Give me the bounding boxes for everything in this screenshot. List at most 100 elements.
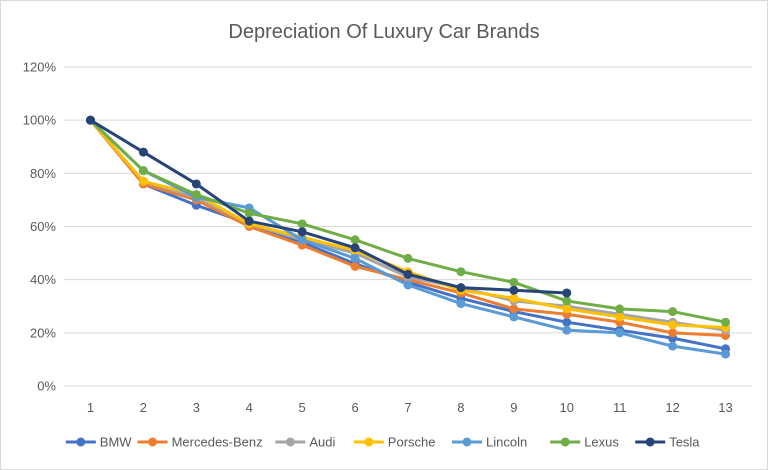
data-point-porsche <box>562 304 572 314</box>
data-point-tesla <box>350 243 360 253</box>
data-point-bmw <box>562 317 572 327</box>
series-line-tesla <box>88 118 569 295</box>
data-point-tesla <box>456 283 466 293</box>
data-point-lexus <box>562 296 572 306</box>
data-point-tesla <box>509 285 519 295</box>
series-porsche <box>85 115 731 333</box>
legend-label: Lexus <box>584 435 619 450</box>
data-point-lincoln <box>297 235 307 245</box>
series-line-lexus <box>88 118 728 324</box>
legend-item-lincoln: Lincoln <box>452 435 527 450</box>
legend-label: Porsche <box>388 435 436 450</box>
data-point-lincoln <box>456 299 466 309</box>
x-tick-label: 6 <box>351 400 358 415</box>
y-tick-label: 120% <box>23 60 57 75</box>
series-line-porsche <box>88 118 728 330</box>
legend-marker <box>148 437 158 447</box>
x-tick-label: 4 <box>246 400 253 415</box>
series-layer <box>85 115 731 359</box>
data-point-lincoln <box>562 325 572 335</box>
legend-label: Tesla <box>669 435 700 450</box>
data-point-lexus <box>138 166 148 176</box>
y-tick-label: 40% <box>30 272 56 287</box>
data-point-lexus <box>191 190 201 200</box>
data-point-mercedes-benz <box>668 328 678 338</box>
series-line-mercedes-benz <box>88 118 728 337</box>
x-tick-label: 13 <box>718 400 732 415</box>
series-lexus <box>85 115 731 327</box>
data-point-tesla <box>562 288 572 298</box>
gridlines <box>64 66 752 387</box>
y-axis-ticks: 0% 20% 40% 60% 80% 100% 120% <box>23 60 57 394</box>
x-tick-label: 2 <box>140 400 147 415</box>
data-point-lincoln <box>509 312 519 322</box>
legend-label: Audi <box>309 435 335 450</box>
series-audi <box>85 115 731 335</box>
y-tick-label: 20% <box>30 325 56 340</box>
legend-item-tesla: Tesla <box>635 435 700 450</box>
legend-marker <box>285 437 295 447</box>
y-tick-label: 80% <box>30 166 56 181</box>
chart-title: Depreciation Of Luxury Car Brands <box>228 21 539 43</box>
data-point-porsche <box>509 293 519 303</box>
data-point-lincoln <box>350 253 360 263</box>
legend-item-audi: Audi <box>275 435 336 450</box>
data-point-lexus <box>297 219 307 229</box>
data-point-lexus <box>350 235 360 245</box>
data-point-porsche <box>668 320 678 330</box>
legend-item-bmw: BMW <box>65 435 133 450</box>
data-point-tesla <box>403 269 413 279</box>
legend-marker <box>76 437 86 447</box>
x-tick-label: 8 <box>457 400 464 415</box>
x-tick-label: 5 <box>299 400 306 415</box>
data-point-lincoln <box>721 349 731 359</box>
legend-marker <box>560 437 570 447</box>
data-point-mercedes-benz <box>350 261 360 271</box>
data-point-lexus <box>244 208 254 218</box>
y-tick-label: 100% <box>23 113 57 128</box>
series-mercedes-benz <box>85 115 731 340</box>
data-point-lincoln <box>668 341 678 351</box>
data-point-lincoln <box>403 280 413 290</box>
x-axis-ticks: 1 2 3 4 5 6 7 8 9 10 11 12 13 <box>87 400 733 415</box>
series-tesla <box>85 115 572 298</box>
x-tick-label: 10 <box>560 400 574 415</box>
data-point-lexus <box>721 317 731 327</box>
data-point-tesla <box>297 227 307 237</box>
x-tick-label: 12 <box>665 400 679 415</box>
legend-item-lexus: Lexus <box>550 435 619 450</box>
legend-item-mercedes-benz: Mercedes-Benz <box>137 435 263 450</box>
legend-item-porsche: Porsche <box>353 435 436 450</box>
data-point-tesla <box>138 147 148 157</box>
data-point-tesla <box>244 216 254 226</box>
legend-label: BMW <box>100 435 133 450</box>
legend-marker <box>364 437 374 447</box>
legend-marker <box>645 437 655 447</box>
data-point-tesla <box>85 115 95 125</box>
data-point-mercedes-benz <box>509 304 519 314</box>
x-tick-label: 7 <box>404 400 411 415</box>
data-point-lexus <box>403 253 413 263</box>
data-point-lexus <box>615 304 625 314</box>
legend-label: Lincoln <box>486 435 527 450</box>
series-line-audi <box>88 118 728 332</box>
data-point-porsche <box>615 312 625 322</box>
data-point-tesla <box>191 179 201 189</box>
legend-label: Mercedes-Benz <box>172 435 263 450</box>
y-tick-label: 60% <box>30 219 56 234</box>
legend: BMW Mercedes-Benz Audi Porsche Lincoln Lexus T… <box>65 435 700 450</box>
x-tick-label: 9 <box>510 400 517 415</box>
data-point-lexus <box>509 277 519 287</box>
data-point-lexus <box>456 267 466 277</box>
x-tick-label: 3 <box>193 400 200 415</box>
x-tick-label: 11 <box>613 400 627 415</box>
y-tick-label: 0% <box>37 379 56 394</box>
x-tick-label: 1 <box>87 400 94 415</box>
data-point-lexus <box>668 307 678 317</box>
data-point-lincoln <box>615 328 625 338</box>
series-lincoln <box>85 115 731 359</box>
data-point-porsche <box>138 176 148 186</box>
legend-marker <box>462 437 472 447</box>
